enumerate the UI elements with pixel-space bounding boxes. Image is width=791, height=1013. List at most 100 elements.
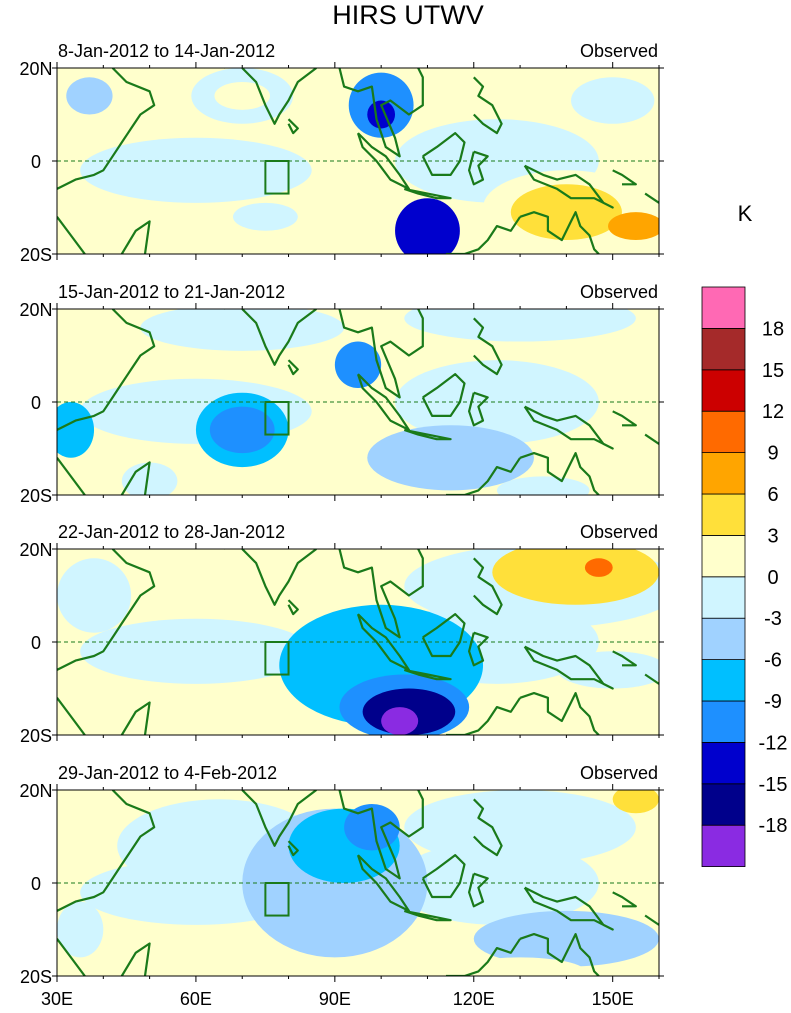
coastline — [519, 692, 600, 735]
coastline — [403, 187, 452, 200]
coastline — [120, 701, 151, 735]
coastline — [241, 68, 317, 125]
field-blob — [66, 77, 113, 115]
colorbar-swatch — [701, 369, 746, 412]
colorbar-swatch — [701, 742, 746, 785]
y-tick-label: 0 — [31, 874, 41, 894]
coastline — [468, 872, 489, 908]
coastline — [57, 549, 156, 671]
coastline — [241, 790, 317, 847]
coastline — [612, 169, 637, 186]
focus-box — [264, 641, 290, 676]
colorbar-swatch — [701, 327, 746, 371]
coastline — [612, 650, 637, 667]
units-label: K — [738, 201, 753, 226]
colorbar-label: -18 — [759, 815, 788, 837]
field-contours — [57, 309, 659, 495]
coastline — [57, 216, 86, 254]
y-tick-label: 20N — [19, 540, 52, 560]
coastline — [519, 933, 600, 976]
coastline — [338, 68, 424, 158]
coastline — [519, 452, 600, 495]
coastline — [403, 909, 452, 922]
panel-period: 15-Jan-2012 to 21-Jan-2012 — [58, 282, 285, 302]
coastline — [519, 211, 600, 254]
y-tick-label: 0 — [31, 633, 41, 653]
field-blob — [473, 910, 659, 967]
coastline — [241, 549, 317, 606]
coastline — [57, 457, 86, 495]
colorbar-label: -15 — [759, 774, 788, 796]
coastline — [468, 391, 489, 427]
field-blob — [381, 707, 419, 735]
coastline — [287, 118, 299, 135]
field-blob — [367, 425, 534, 491]
coastline — [468, 631, 489, 667]
coastline — [644, 192, 659, 204]
coastline — [120, 461, 151, 495]
map-panel: 20N 0 20S 8-Jan-2012 to 14-Jan-2012 Observed — [19, 41, 664, 265]
field-contours — [57, 68, 659, 254]
colorbar-swatch — [701, 493, 746, 536]
coastline — [120, 942, 151, 976]
field-blob — [80, 137, 312, 203]
y-tick-label: 20N — [19, 781, 52, 801]
panel-period: 29-Jan-2012 to 4-Feb-2012 — [58, 763, 277, 783]
coastline — [473, 557, 503, 616]
coastline — [287, 599, 299, 616]
coastline — [644, 433, 659, 445]
colorbar-swatch — [701, 700, 746, 743]
field-blob — [612, 790, 659, 814]
field-contours — [57, 549, 659, 735]
map-panel: 20N 0 20S 15-Jan-2012 to 21-Jan-2012 Observe… — [19, 282, 664, 506]
field-blob — [395, 198, 460, 254]
panel-observed-label: Observed — [580, 763, 658, 783]
colorbar-swatch — [701, 286, 746, 329]
map-panel: 20N 0 20S 29-Jan-2012 to 4-Feb-2012 Observed — [19, 763, 664, 987]
colorbar-label: 18 — [762, 318, 784, 340]
coastline — [57, 309, 156, 431]
y-tick-label: 20S — [20, 245, 52, 265]
focus-box — [264, 160, 290, 195]
colorbar-label: 6 — [767, 484, 778, 506]
colorbar: -18 -15 -12 -9 -6 -3 0 3 6 9 12 15 18 — [701, 286, 788, 868]
coastline — [523, 164, 614, 209]
focus-box — [264, 401, 290, 436]
colorbar-swatch — [701, 452, 746, 495]
y-tick-label: 20N — [19, 300, 52, 320]
colorbar-swatch — [701, 576, 746, 619]
panel-observed-label: Observed — [580, 522, 658, 542]
field-blob — [57, 402, 95, 458]
coastline — [473, 317, 503, 376]
y-tick-label: 20S — [20, 967, 52, 987]
coastline — [446, 457, 522, 495]
field-blob — [214, 81, 271, 110]
panel-period: 22-Jan-2012 to 28-Jan-2012 — [58, 522, 285, 542]
colorbar-label: 9 — [767, 443, 778, 465]
field-blob — [608, 212, 659, 241]
coastline — [644, 673, 659, 685]
x-tick-label: 150E — [592, 989, 634, 1009]
colorbar-label: -3 — [764, 608, 782, 630]
field-blob — [404, 309, 636, 342]
colorbar-swatch — [701, 824, 746, 868]
coastline — [612, 410, 637, 427]
colorbar-label: -6 — [764, 650, 782, 672]
coastline — [421, 613, 466, 658]
colorbar-label: 3 — [767, 525, 778, 547]
field-blob — [232, 202, 298, 231]
coastline — [644, 914, 659, 926]
y-tick-label: 20S — [20, 486, 52, 506]
field-blob — [496, 476, 590, 495]
coastline — [241, 309, 317, 366]
field-contours — [57, 790, 659, 976]
field-blob — [140, 309, 345, 351]
panels: 20N 0 20S 8-Jan-2012 to 14-Jan-2012 Observed… — [19, 41, 664, 1009]
field-blob — [492, 549, 659, 605]
field-blob — [571, 77, 655, 124]
field-blob — [57, 558, 132, 633]
coastline — [120, 220, 151, 254]
coastline — [287, 359, 299, 376]
y-tick-label: 20N — [19, 59, 52, 79]
